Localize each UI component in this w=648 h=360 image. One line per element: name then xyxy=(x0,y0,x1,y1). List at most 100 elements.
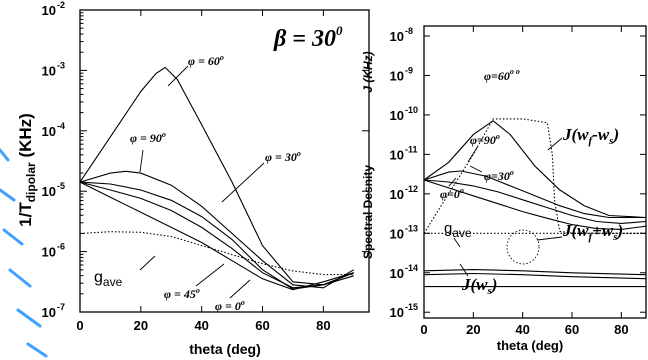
left-arrow-phi0 xyxy=(229,279,251,299)
left-y-tick-label: 10 xyxy=(42,184,56,199)
right-arrow-phi0 xyxy=(448,177,457,187)
right-x-axis-title: theta (deg) xyxy=(497,338,563,353)
right-highlight-circle xyxy=(506,229,540,265)
right-x-tick-label: 40 xyxy=(515,322,529,337)
right-y-tick-exp: -10 xyxy=(405,105,418,115)
right-y-axis-title-unit: J (KHz) xyxy=(361,51,375,92)
right-label-phi60: φ=60o o xyxy=(484,67,520,83)
left-x-ticks: 0 20 40 60 80 xyxy=(76,10,331,333)
right-x-tick-label: 80 xyxy=(614,322,628,337)
right-series-line-3 xyxy=(423,179,647,230)
right-x-tick-label: 60 xyxy=(565,322,579,337)
right-y-tick-exp: -9 xyxy=(405,65,413,75)
left-y-tick-exp: -7 xyxy=(57,302,65,312)
left-arrow-phi90 xyxy=(139,149,144,173)
left-series-line-5 xyxy=(79,231,354,276)
right-label-jwf-ws-plus: J(wf+ws) xyxy=(562,221,623,243)
right-x-ticks: 0 20 40 60 80 xyxy=(420,26,629,337)
right-label-phi0: φ=0o xyxy=(440,186,464,201)
right-y-tick-exp: -13 xyxy=(405,223,418,233)
right-series-line-6 xyxy=(423,272,647,280)
left-y-ticks: 10-710-610-510-410-310-2 xyxy=(42,0,369,320)
left-y-axis-title: 1/Tdipolar (KHz) xyxy=(16,113,38,227)
left-y-axis-title-main: 1/T xyxy=(16,202,35,227)
right-arrow-phi30 xyxy=(469,165,483,173)
left-x-tick-label: 80 xyxy=(316,318,330,333)
right-x-tick-label: 20 xyxy=(466,322,480,337)
left-label-phi45: φ = 45o xyxy=(164,286,200,301)
beta-label: β = 30 xyxy=(273,26,336,52)
left-y-tick-exp: -5 xyxy=(57,181,65,191)
right-series-line-0 xyxy=(423,120,647,219)
right-series-line-1 xyxy=(423,170,646,219)
left-series xyxy=(79,66,355,291)
right-arrow-jwf-ws-plus xyxy=(536,236,563,241)
right-series-line-4 xyxy=(423,118,646,234)
left-series-line-0 xyxy=(79,66,355,286)
left-x-tick-label: 20 xyxy=(134,318,148,333)
left-y-tick-exp: -6 xyxy=(57,242,65,252)
watermark-stroke xyxy=(2,228,24,246)
right-arrow-gave xyxy=(453,237,461,248)
left-label-gave: gave xyxy=(94,269,123,289)
right-y-tick-label: 10 xyxy=(390,147,404,162)
left-arrow-phi60 xyxy=(167,65,189,87)
left-y-tick-label: 10 xyxy=(42,3,56,18)
right-y-tick-exp: -14 xyxy=(405,263,418,273)
left-x-tick-label: 60 xyxy=(255,318,269,333)
right-arrow-jws xyxy=(459,263,469,277)
right-series-line-2 xyxy=(423,179,647,224)
watermark-stroke xyxy=(8,268,32,288)
left-title-beta: β = 300 xyxy=(273,23,343,52)
watermark-stroke xyxy=(0,148,10,162)
right-x-tick-label: 0 xyxy=(420,322,427,337)
right-series-line-5 xyxy=(423,269,647,276)
right-label-phi90: φ=90o xyxy=(470,132,500,147)
right-y-tick-exp: -11 xyxy=(405,144,418,154)
left-label-phi0: φ = 0o xyxy=(215,298,245,313)
right-label-phi30: φ=30o xyxy=(484,168,514,183)
right-y-tick-label: 10 xyxy=(390,226,404,241)
left-y-axis-title-unit: (KHz) xyxy=(16,113,35,162)
left-y-tick-label: 10 xyxy=(42,124,56,139)
left-y-axis-title-sub: dipolar xyxy=(24,162,38,202)
right-y-tick-label: 10 xyxy=(390,305,404,320)
left-series-line-1 xyxy=(79,170,355,289)
left-plot-frame xyxy=(79,9,370,313)
left-label-phi90: φ = 90o xyxy=(130,130,166,145)
beta-sup: 0 xyxy=(336,23,343,38)
left-x-tick-label: 40 xyxy=(194,318,208,333)
right-label-jwf-ws: J(wf-ws) xyxy=(562,125,619,147)
left-y-tick-label: 10 xyxy=(42,63,56,78)
right-y-tick-exp: -15 xyxy=(405,302,418,312)
right-y-tick-label: 10 xyxy=(390,266,404,281)
left-x-axis-title: theta (deg) xyxy=(189,341,261,357)
left-y-tick-label: 10 xyxy=(42,245,56,260)
watermark-stroke xyxy=(0,188,16,202)
right-series xyxy=(423,118,647,288)
left-y-tick-label: 10 xyxy=(42,305,56,320)
left-arrow-phi30 xyxy=(221,162,265,203)
left-y-tick-exp: -3 xyxy=(57,60,65,70)
right-y-tick-label: 10 xyxy=(390,29,404,44)
left-arrow-gave xyxy=(139,255,156,271)
right-y-tick-label: 10 xyxy=(390,108,404,123)
right-chart: 0 20 40 60 80 10-810-910-1010-1110-1210-1310… xyxy=(361,25,647,353)
right-label-gave: gave xyxy=(444,220,472,240)
left-series-line-3 xyxy=(79,181,355,289)
right-y-tick-exp: -12 xyxy=(405,184,418,194)
right-label-jws: J(ws) xyxy=(461,275,497,297)
left-arrow-phi45 xyxy=(195,263,225,287)
watermark-marks xyxy=(0,148,48,358)
left-series-line-2 xyxy=(79,181,354,290)
left-series-line-4 xyxy=(79,181,354,291)
left-chart: 0 20 40 60 80 10-710-610-510-410-310-2 theta… xyxy=(16,0,370,357)
right-y-tick-label: 10 xyxy=(390,187,404,202)
left-y-tick-exp: -4 xyxy=(57,121,65,131)
watermark-stroke xyxy=(26,342,48,358)
right-plot-frame xyxy=(423,25,647,319)
left-label-phi30: φ = 30o xyxy=(265,149,301,164)
right-y-axis-title: Spectral Desnity xyxy=(361,165,375,259)
